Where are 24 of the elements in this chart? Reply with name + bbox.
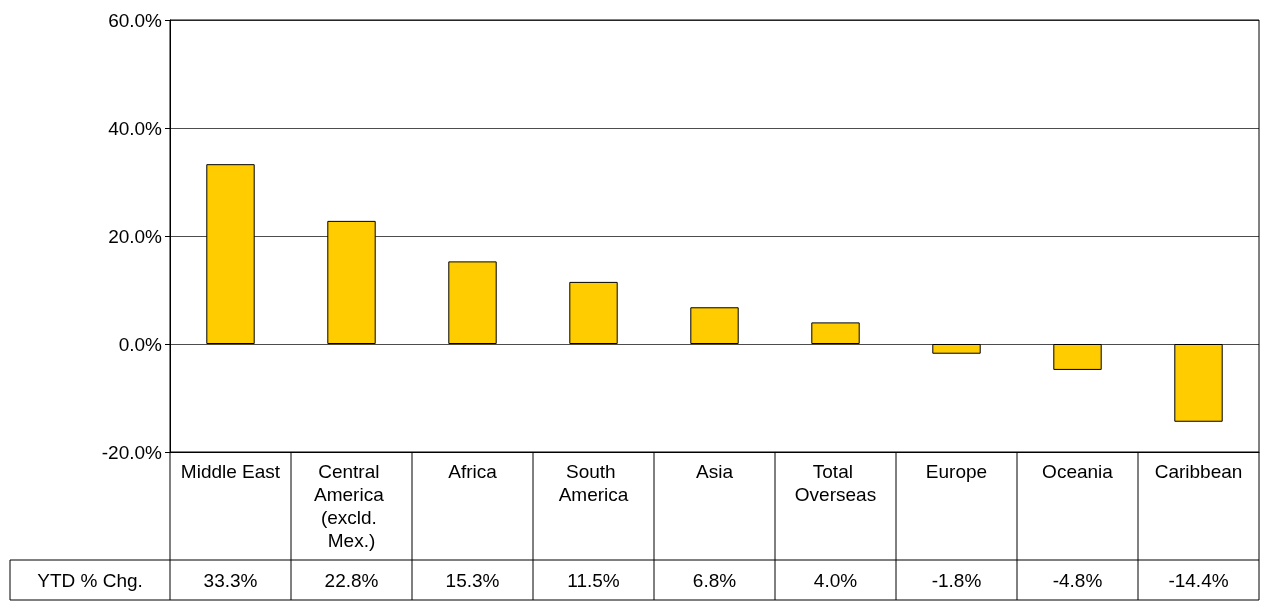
x-tick-label: Oceania (1042, 461, 1114, 482)
x-tick-label: Central America (excld. Mex.) (314, 461, 389, 551)
x-tick-label: Total Overseas (794, 461, 877, 505)
legend-label: YTD % Chg. (37, 569, 143, 591)
x-tick-label: Europe (925, 461, 988, 482)
x-tick-label: South America (558, 461, 629, 505)
data-label: 33.3% (203, 569, 258, 591)
y-tick-label: 0.0% (118, 333, 163, 355)
data-label: -1.8% (931, 569, 982, 591)
x-tick-label: Asia (696, 461, 734, 482)
x-tick-label: Caribbean (1154, 461, 1243, 482)
data-label: 22.8% (324, 569, 379, 591)
data-label: 4.0% (813, 569, 858, 591)
data-label: 11.5% (567, 569, 620, 591)
y-tick-label: 40.0% (108, 117, 163, 139)
x-tick-label: Africa (448, 461, 498, 482)
y-tick-label: -20.0% (101, 441, 163, 463)
y-tick-label: 60.0% (108, 9, 163, 31)
data-label: 6.8% (692, 569, 737, 591)
data-label: -4.8% (1052, 569, 1103, 591)
data-label: -14.4% (1168, 569, 1229, 591)
data-label: 15.3% (445, 569, 500, 591)
x-tick-label: Middle East (180, 461, 281, 482)
y-tick-label: 20.0% (108, 225, 163, 247)
